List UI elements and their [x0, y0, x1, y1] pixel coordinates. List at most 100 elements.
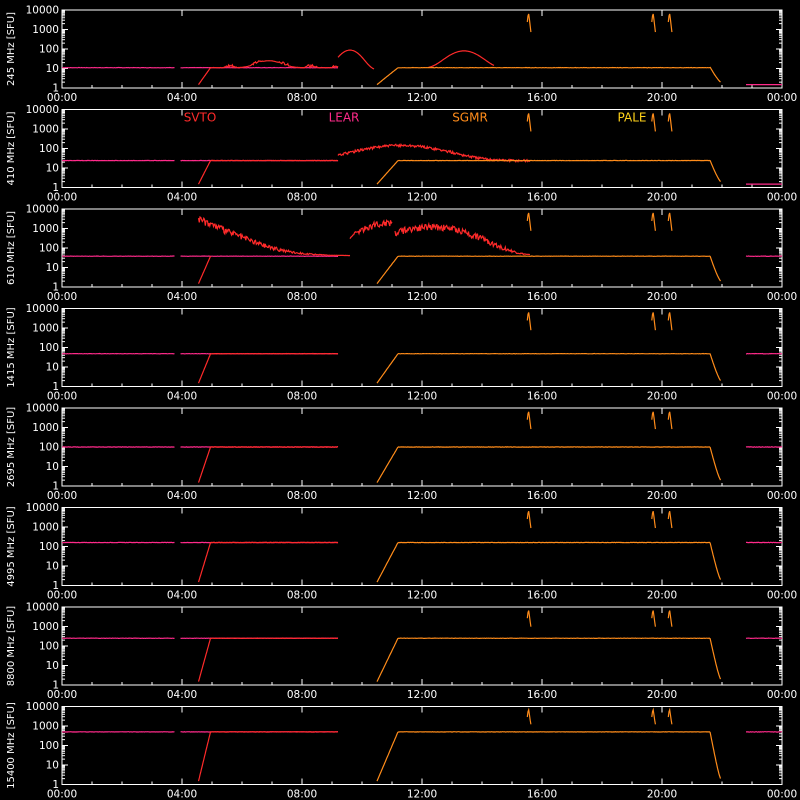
- x-tick-label: 12:00: [407, 291, 437, 303]
- y-tick-label: 100: [39, 541, 59, 553]
- x-tick-label: 20:00: [647, 689, 677, 701]
- series-svto: [197, 542, 212, 583]
- x-tick-label: 12:00: [407, 689, 437, 701]
- y-axis-label: 1415 MHz [SFU]: [6, 307, 17, 388]
- x-tick-label: 00:00: [47, 291, 77, 303]
- y-tick-label: 1: [52, 381, 59, 393]
- y-tick-label: 10: [46, 63, 59, 75]
- x-tick-label: 04:00: [167, 291, 197, 303]
- x-tick-label: 00:00: [767, 92, 797, 104]
- x-tick-label: 12:00: [407, 789, 437, 800]
- x-tick-label: 08:00: [287, 789, 317, 800]
- x-tick-label: 20:00: [647, 490, 677, 502]
- series-svto: [210, 637, 339, 640]
- series-sgmr-burst: [651, 113, 656, 132]
- x-tick-label: 08:00: [287, 490, 317, 502]
- y-tick-label: 10: [46, 561, 59, 573]
- x-tick-label: 04:00: [167, 192, 197, 204]
- y-tick-label: 1000: [32, 422, 59, 434]
- x-tick-label: 12:00: [407, 192, 437, 204]
- x-tick-label: 16:00: [527, 391, 557, 403]
- panel-frame: [61, 606, 783, 686]
- x-tick-label: 20:00: [647, 590, 677, 602]
- x-tick-label: 08:00: [287, 590, 317, 602]
- series-sgmr: [376, 353, 399, 384]
- series-sgmr-burst: [667, 511, 673, 529]
- x-tick-label: 00:00: [47, 789, 77, 800]
- y-tick-label: 100: [39, 442, 59, 454]
- y-tick-label: 100: [39, 641, 59, 653]
- series-svto: [427, 50, 495, 69]
- panel-frame: [61, 208, 783, 288]
- y-tick-label: 10: [46, 362, 59, 374]
- panel-frame: [61, 507, 783, 586]
- x-tick-label: 00:00: [767, 689, 797, 701]
- series-svto: [337, 49, 375, 70]
- series-sgmr: [709, 159, 721, 182]
- panel-7: 1 10 100 1000 10000 00:00 04:00 08:00 12:00 16:00…: [6, 602, 797, 702]
- series-sgmr: [376, 731, 399, 782]
- x-tick-label: 04:00: [167, 789, 197, 800]
- series-svto: [197, 160, 212, 185]
- panel-4: 1 10 100 1000 10000 00:00 04:00 08:00 12:00 16:00…: [6, 303, 797, 403]
- series-sgmr-burst: [651, 610, 656, 627]
- y-axis-label: 410 MHz [SFU]: [6, 111, 17, 185]
- x-tick-label: 08:00: [287, 291, 317, 303]
- series-svto: [197, 731, 212, 782]
- y-tick-label: 10000: [26, 104, 59, 116]
- series-svto: [197, 353, 212, 384]
- series-sgmr: [376, 542, 399, 583]
- y-tick-label: 1: [52, 680, 59, 692]
- series-sgmr-burst: [651, 312, 656, 331]
- series-sgmr-burst: [526, 312, 532, 331]
- panel-3: 1 10 100 1000 10000 00:00 04:00 08:00 12:00 16:00…: [6, 204, 797, 304]
- series-svto: [197, 255, 212, 284]
- series-sgmr-burst: [667, 113, 673, 132]
- x-tick-label: 04:00: [167, 92, 197, 104]
- y-tick-label: 10: [46, 660, 59, 672]
- y-tick-label: 10000: [26, 602, 59, 614]
- y-tick-label: 1: [52, 481, 59, 493]
- series-sgmr-burst: [667, 212, 673, 231]
- y-tick-label: 10: [46, 461, 59, 473]
- series-svto: [198, 67, 211, 85]
- y-tick-label: 10000: [26, 701, 59, 713]
- y-tick-label: 1000: [32, 124, 59, 136]
- series-sgmr-burst: [526, 13, 532, 33]
- x-tick-label: 04:00: [167, 689, 197, 701]
- series-sgmr: [709, 66, 721, 83]
- series-sgmr: [709, 542, 722, 580]
- x-tick-label: 00:00: [47, 689, 77, 701]
- y-tick-label: 1000: [32, 522, 59, 534]
- x-tick-label: 00:00: [767, 192, 797, 204]
- series-sgmr-burst: [651, 411, 656, 430]
- x-tick-label: 00:00: [47, 590, 77, 602]
- y-tick-label: 10000: [26, 303, 59, 315]
- y-tick-label: 100: [39, 740, 59, 752]
- series-sgmr: [376, 160, 399, 185]
- series-svto: [394, 221, 530, 256]
- x-tick-label: 00:00: [47, 192, 77, 204]
- series-svto: [197, 638, 212, 682]
- y-axis-label: 4995 MHz [SFU]: [6, 506, 17, 587]
- y-tick-label: 1000: [32, 721, 59, 733]
- series-svto: [349, 219, 393, 239]
- x-tick-label: 00:00: [767, 490, 797, 502]
- x-tick-label: 00:00: [47, 490, 77, 502]
- series-sgmr-burst: [651, 511, 656, 529]
- series-sgmr-burst: [526, 511, 532, 529]
- y-axis-label: 610 MHz [SFU]: [6, 211, 17, 285]
- y-tick-label: 1: [52, 282, 59, 294]
- x-tick-label: 08:00: [287, 391, 317, 403]
- y-tick-label: 1000: [32, 323, 59, 335]
- panel-2: 1 10 100 1000 10000 00:00 04:00 08:00 12:00 16:00…: [6, 104, 797, 204]
- series-svto: [197, 446, 212, 483]
- x-tick-label: 20:00: [647, 291, 677, 303]
- series-sgmr: [376, 446, 399, 483]
- panel-frame: [61, 308, 783, 387]
- y-tick-label: 100: [39, 44, 59, 56]
- series-sgmr: [709, 353, 722, 381]
- y-tick-label: 10: [46, 163, 59, 175]
- series-sgmr-burst: [526, 411, 532, 430]
